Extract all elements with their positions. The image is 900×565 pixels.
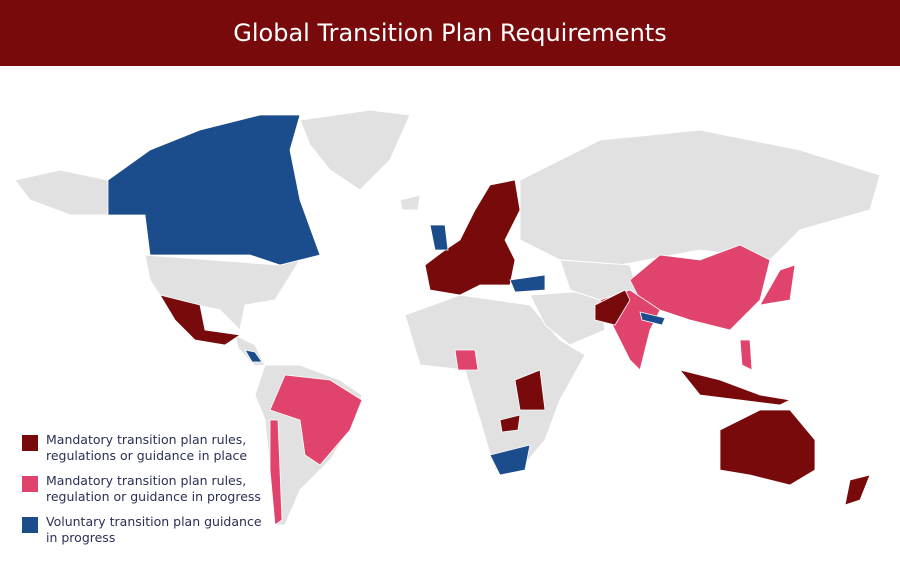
country — [429, 224, 449, 251]
legend-line: in progress — [46, 530, 116, 545]
legend-line: regulations or guidance in place — [46, 448, 248, 463]
country — [454, 349, 479, 371]
legend-line: Mandatory transition plan rules, — [46, 473, 247, 488]
legend-label: Mandatory transition plan rules, regulati… — [46, 432, 247, 464]
country — [844, 474, 871, 506]
country — [107, 114, 321, 266]
legend-item: Voluntary transition plan guidance in pro… — [22, 514, 282, 546]
country — [514, 369, 546, 411]
country — [594, 289, 631, 326]
country — [499, 414, 521, 433]
legend-swatch — [22, 517, 38, 533]
country — [244, 349, 263, 363]
title: Global Transition Plan Requirements — [233, 19, 667, 47]
country — [719, 409, 816, 486]
country — [269, 374, 363, 466]
legend-swatch — [22, 435, 38, 451]
country — [269, 419, 283, 526]
country — [678, 369, 792, 406]
world-map — [14, 109, 881, 526]
country — [639, 311, 666, 326]
land — [14, 109, 881, 526]
country — [759, 264, 796, 306]
legend-label: Voluntary transition plan guidance in pro… — [46, 514, 262, 546]
header: Global Transition Plan Requirements — [0, 0, 900, 66]
legend-line: Voluntary transition plan guidance — [46, 514, 262, 529]
country — [159, 294, 242, 346]
country — [489, 444, 531, 476]
country — [509, 274, 546, 293]
country — [424, 179, 521, 296]
legend-line: regulation or guidance in progress — [46, 489, 261, 504]
legend-item: Mandatory transition plan rules, regulati… — [22, 473, 282, 505]
legend-swatch — [22, 476, 38, 492]
countries — [107, 114, 871, 526]
legend-line: Mandatory transition plan rules, — [46, 432, 247, 447]
legend-item: Mandatory transition plan rules, regulati… — [22, 432, 282, 464]
legend: Mandatory transition plan rules, regulati… — [22, 432, 282, 555]
legend-label: Mandatory transition plan rules, regulati… — [46, 473, 261, 505]
country — [739, 339, 753, 371]
